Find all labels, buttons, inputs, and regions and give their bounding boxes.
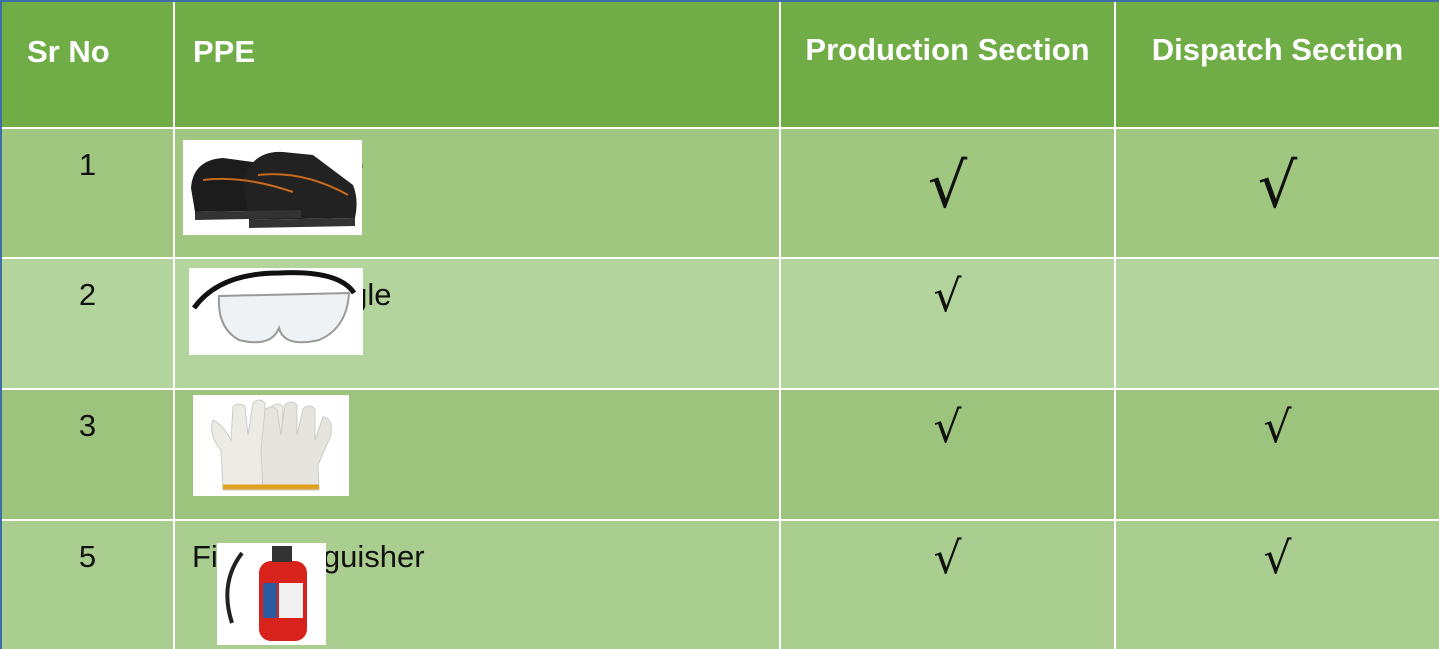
body-cell: 3	[2, 390, 175, 521]
check-cell-text: √	[933, 271, 962, 322]
header-cell-text: PPE	[193, 34, 256, 69]
header-cell: Dispatch Section	[1116, 2, 1439, 129]
check-cell: √	[1116, 390, 1439, 521]
extinguisher-image	[217, 543, 326, 645]
check-cell-text: √	[927, 149, 968, 222]
check-cell: √	[781, 390, 1116, 521]
header-cell: Sr No	[2, 2, 175, 129]
body-cell-text: 5	[78, 539, 97, 574]
check-cell-text: √	[1263, 402, 1292, 453]
header-cell: Production Section	[781, 2, 1116, 129]
body-cell-text: 3	[78, 408, 97, 443]
check-cell: √	[1116, 521, 1439, 649]
check-cell-text: √	[933, 402, 962, 453]
header-cell-text: Production Section	[805, 32, 1090, 67]
shoe-image	[183, 140, 362, 235]
header-cell: PPE	[175, 2, 781, 129]
check-cell: √	[781, 521, 1116, 649]
check-cell-text: √	[933, 533, 962, 584]
body-cell: 5	[2, 521, 175, 649]
goggle-image	[189, 268, 363, 355]
check-cell	[1116, 259, 1439, 390]
body-cell: 1	[2, 129, 175, 259]
body-cell: 2	[2, 259, 175, 390]
check-cell: √	[781, 129, 1116, 259]
check-cell: √	[1116, 129, 1439, 259]
check-cell-text: √	[1263, 533, 1292, 584]
check-cell-text: √	[1257, 149, 1298, 222]
check-cell: √	[781, 259, 1116, 390]
body-cell-text: 1	[78, 147, 97, 182]
gloves-image	[193, 395, 349, 496]
header-cell-text: Dispatch Section	[1151, 32, 1404, 67]
body-cell-text: 2	[78, 277, 97, 312]
header-cell-text: Sr No	[27, 34, 110, 69]
